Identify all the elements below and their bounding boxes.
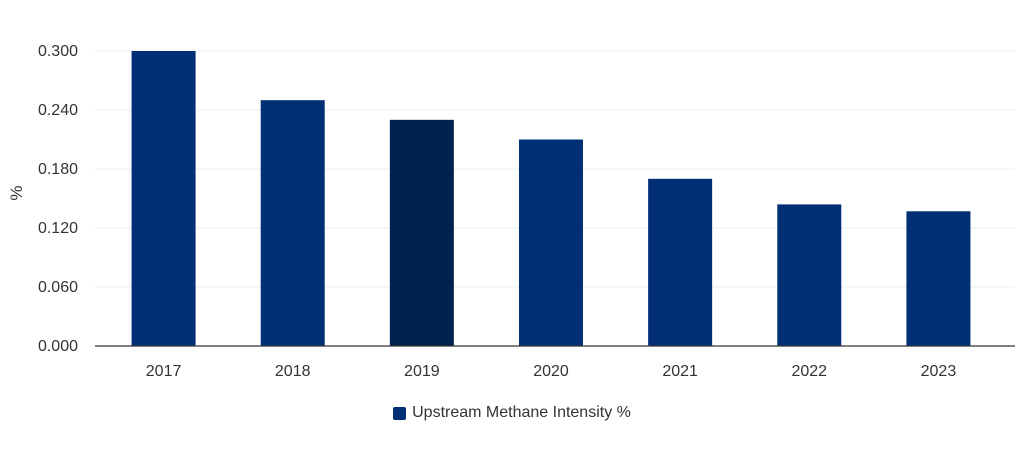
bar-2019[interactable]: [389, 119, 454, 346]
y-tick-label: 0.060: [38, 279, 78, 296]
bar-2022[interactable]: [777, 204, 842, 346]
legend: Upstream Methane Intensity %: [0, 404, 1024, 422]
y-tick-label: 0.180: [38, 161, 78, 178]
bar-2018[interactable]: [260, 100, 325, 347]
x-axis-ticks: 2017 2018 2019 2020 2021 2022 2023: [146, 363, 957, 380]
y-tick-label: 0.000: [38, 338, 78, 355]
y-tick-label: 0.120: [38, 220, 78, 237]
x-tick-label-2019: 2019: [404, 363, 440, 380]
bar-2017[interactable]: [131, 51, 196, 346]
legend-label: Upstream Methane Intensity %: [412, 404, 631, 421]
x-tick-label-2020: 2020: [533, 363, 569, 380]
legend-swatch: [393, 406, 407, 420]
y-tick-label: 0.240: [38, 102, 78, 119]
y-axis-ticks: 0.000 0.060 0.120 0.180 0.240 0.300: [38, 43, 78, 355]
bar-2021[interactable]: [648, 178, 713, 346]
bars: [131, 51, 971, 347]
x-tick-label-2022: 2022: [791, 363, 827, 380]
x-tick-label-2017: 2017: [146, 363, 182, 380]
x-tick-label-2018: 2018: [275, 363, 311, 380]
bar-2023[interactable]: [906, 211, 971, 346]
y-tick-label: 0.300: [38, 43, 78, 60]
x-tick-label-2023: 2023: [921, 363, 957, 380]
bar-2020[interactable]: [519, 139, 583, 347]
x-tick-label-2021: 2021: [662, 363, 698, 380]
y-axis-title: %: [7, 185, 26, 200]
